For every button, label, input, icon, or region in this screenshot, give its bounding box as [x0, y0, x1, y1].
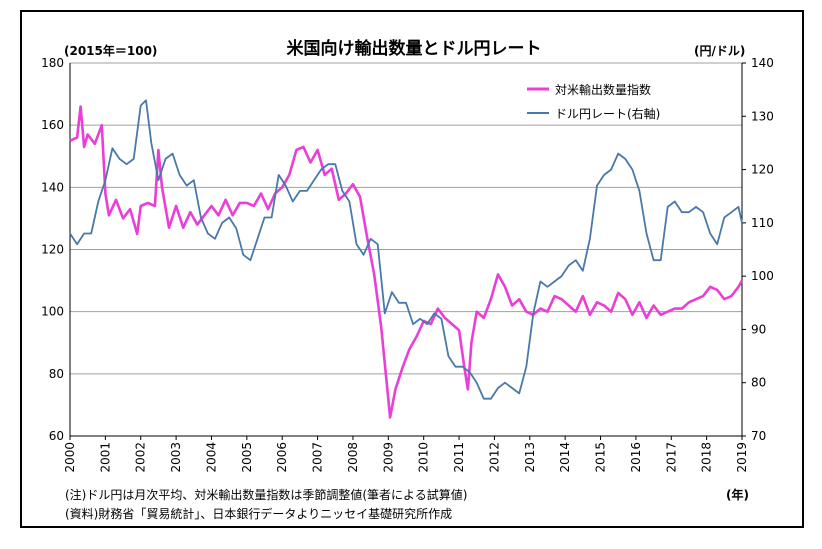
x-tick-label: 2017: [664, 442, 678, 473]
x-axis-unit: (年): [726, 488, 749, 502]
x-tick-label: 2005: [240, 442, 254, 473]
y-right-tick-label: 100: [751, 269, 774, 283]
y-right-tick-label: 110: [751, 216, 774, 230]
x-tick-label: 2001: [98, 442, 112, 473]
y-left-tick-label: 120: [41, 243, 64, 257]
x-tick-label: 2008: [346, 442, 360, 473]
x-tick-label: 2009: [381, 442, 395, 473]
x-tick-label: 2000: [63, 442, 77, 473]
x-tick-label: 2018: [700, 442, 714, 473]
y-left-tick-label: 80: [49, 367, 64, 381]
series-line-usdjpy: [69, 99, 743, 400]
right-axis-unit: (円/ドル): [694, 44, 746, 58]
x-tick-label: 2012: [487, 442, 501, 473]
series-line-export-volume: [69, 105, 744, 419]
x-tick-label: 2015: [594, 442, 608, 473]
y-left-tick-label: 180: [41, 56, 64, 70]
y-right-tick-label: 90: [751, 322, 766, 336]
y-right-tick-label: 70: [751, 429, 766, 443]
y-left-tick-label: 160: [41, 118, 64, 132]
footnote-note: (注)ドル円は月次平均、対米輸出数量指数は季節調整値(筆者による試算値): [65, 488, 468, 502]
y-left-tick-label: 140: [41, 180, 64, 194]
x-tick-label: 2011: [452, 442, 466, 473]
y-left-tick-label: 100: [41, 305, 64, 319]
chart-title: 米国向け輸出数量とドル円レート: [286, 39, 542, 59]
x-tick-label: 2003: [169, 442, 183, 473]
x-tick-label: 2016: [629, 442, 643, 473]
x-tick-label: 2002: [134, 442, 148, 473]
footnote-source: (資料)財務省「貿易統計」、日本銀行データよりニッセイ基礎研究所作成: [65, 507, 453, 521]
y-right-tick-label: 140: [751, 56, 774, 70]
y-left-tick-label: 60: [49, 429, 64, 443]
legend-label: 対米輸出数量指数: [555, 82, 651, 97]
x-tick-label: 2010: [417, 442, 431, 473]
x-tick-label: 2019: [735, 442, 749, 473]
x-tick-label: 2013: [523, 442, 537, 473]
x-tick-label: 2014: [558, 442, 572, 473]
y-right-tick-label: 80: [751, 376, 766, 390]
x-tick-label: 2004: [204, 442, 218, 473]
x-tick-label: 2007: [311, 442, 325, 473]
chart-frame: 米国向け輸出数量とドル円レート (2015年＝100) (円/ドル) (年) (…: [20, 10, 804, 528]
y-right-tick-label: 120: [751, 163, 774, 177]
x-tick-label: 2006: [275, 442, 289, 473]
y-right-tick-label: 130: [751, 109, 774, 123]
legend-label: ドル円レート(右軸): [555, 106, 660, 121]
left-axis-unit: (2015年＝100): [64, 44, 158, 58]
